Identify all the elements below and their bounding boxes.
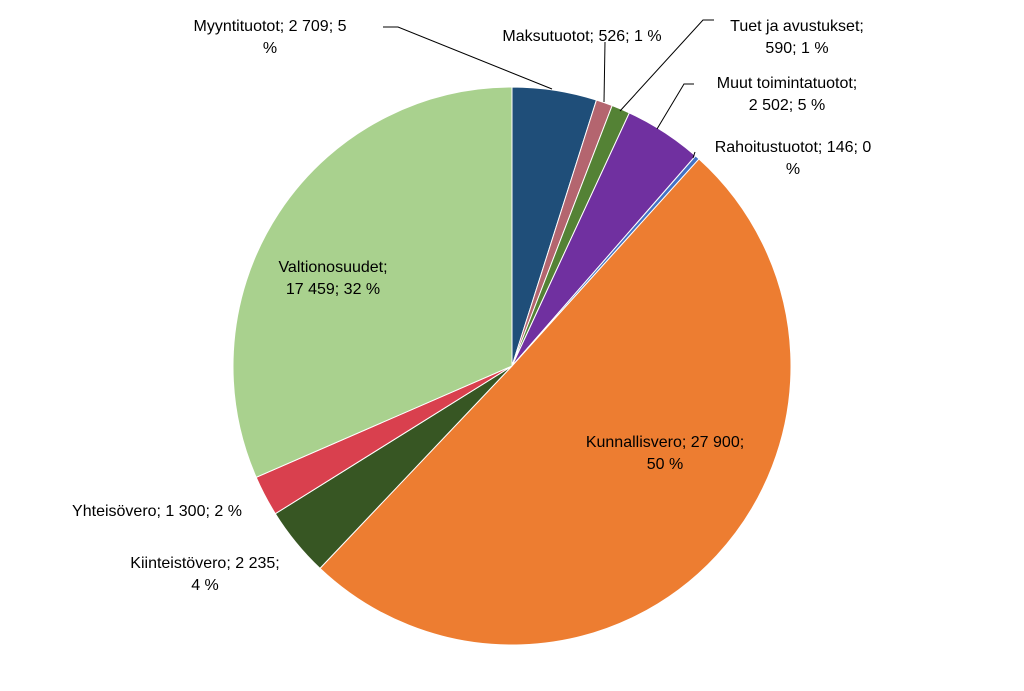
data-label-line: Rahoitustuotot; 146; 0 xyxy=(715,139,872,156)
data-label-yhteisovero: Yhteisövero; 1 300; 2 % xyxy=(72,503,242,520)
data-label-maksutuotot: Maksutuotot; 526; 1 % xyxy=(502,28,661,45)
data-labels: Myyntituotot; 2 709; 5 % Maksutuotot; 526;… xyxy=(72,18,871,594)
data-label-valtionosuudet: Valtionosuudet; 17 459; 32 % xyxy=(278,259,387,298)
leader-line-muut-toimintatuotot xyxy=(656,83,694,130)
leader-line-myyntituotot xyxy=(383,26,553,90)
data-label-line: Yhteisövero; 1 300; 2 % xyxy=(72,503,242,520)
data-label-myyntituotot: Myyntituotot; 2 709; 5% xyxy=(194,18,347,57)
data-label-line: % xyxy=(786,161,800,178)
data-label-line: Tuet ja avustukset; xyxy=(730,18,864,35)
data-label-line: Kunnallisvero; 27 900; xyxy=(586,434,744,451)
data-label-line: 2 502; 5 % xyxy=(749,97,826,114)
data-label-line: 50 % xyxy=(647,456,683,473)
data-label-tuet-ja-avustukset: Tuet ja avustukset; 590; 1 % xyxy=(730,18,864,57)
data-label-line: Valtionosuudet; xyxy=(278,259,387,276)
data-label-kiinteistovero: Kiinteistövero; 2 235; 4 % xyxy=(130,555,279,594)
data-label-muut-toimintatuotot: Muut toimintatuotot; 2 502; 5 % xyxy=(717,75,858,114)
slice-kunnallisvero xyxy=(319,158,792,646)
data-label-line: Maksutuotot; 526; 1 % xyxy=(502,28,661,45)
leader-line-maksutuotot xyxy=(603,41,606,103)
pie-slices xyxy=(232,86,792,646)
leader-lines xyxy=(383,19,714,159)
leader-line-tuet-ja-avustukset xyxy=(619,19,714,112)
data-label-line: 17 459; 32 % xyxy=(286,281,380,298)
data-label-line: Myyntituotot; 2 709; 5 xyxy=(194,18,347,35)
data-label-rahoitustuotot: Rahoitustuotot; 146; 0% xyxy=(715,139,872,178)
data-label-line: Kiinteistövero; 2 235; xyxy=(130,555,279,572)
data-label-line: 590; 1 % xyxy=(765,40,828,57)
data-label-line: 4 % xyxy=(191,577,219,594)
data-label-line: % xyxy=(263,40,277,57)
data-label-kunnallisvero: Kunnallisvero; 27 900; 50 % xyxy=(586,434,744,473)
leader-line-rahoitustuotot xyxy=(692,151,696,159)
data-label-line: Muut toimintatuotot; xyxy=(717,75,858,92)
slice-valtionosuudet xyxy=(232,86,513,478)
